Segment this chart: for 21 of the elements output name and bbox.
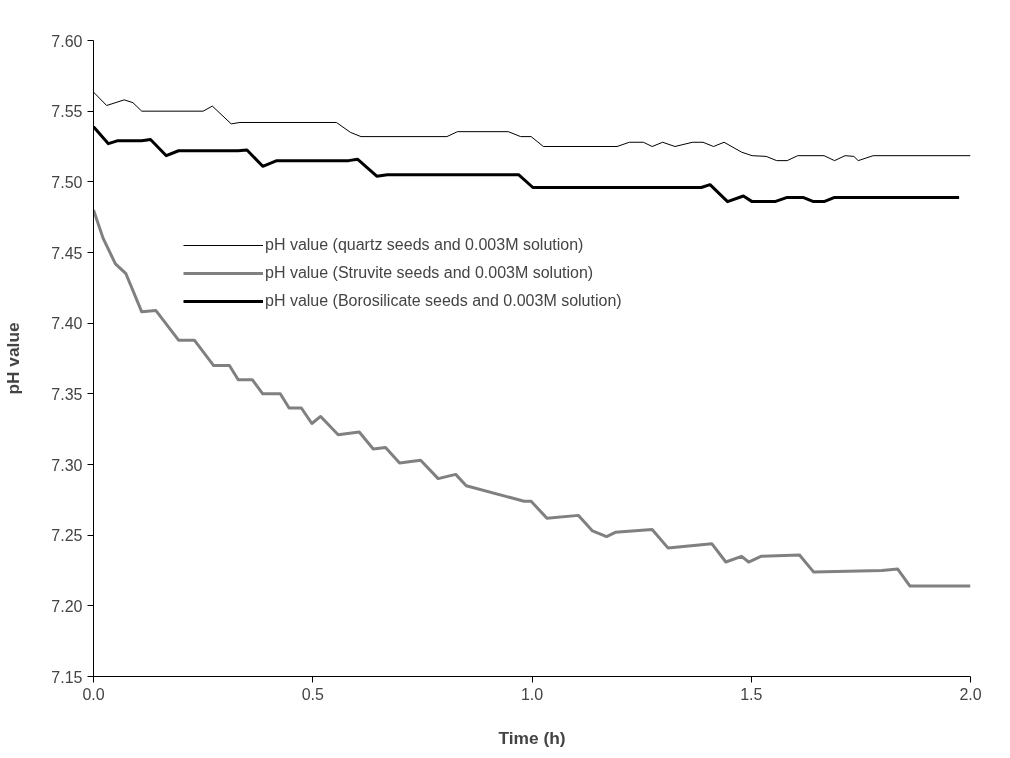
x-tick-label: 0.5 xyxy=(301,685,324,703)
y-tick-label: 7.50 xyxy=(51,173,83,191)
legend-label: pH value (quartz seeds and 0.003M solution) xyxy=(265,236,584,254)
y-tick-label: 7.45 xyxy=(51,244,83,262)
y-tick-label: 7.30 xyxy=(51,456,83,474)
y-tick-label: 7.40 xyxy=(51,315,83,333)
x-axis-title: Time (h) xyxy=(498,727,566,748)
y-axis-title: pH value xyxy=(3,322,24,395)
x-tick-label: 1.5 xyxy=(740,685,763,703)
x-tick-label: 2.0 xyxy=(959,685,982,703)
y-tick-label: 7.15 xyxy=(51,668,83,686)
legend-label: pH value (Struvite seeds and 0.003M solution) xyxy=(265,264,594,282)
y-tick-label: 7.20 xyxy=(51,597,83,615)
y-tick-label: 7.25 xyxy=(51,527,83,545)
y-tick-label: 7.60 xyxy=(51,32,83,50)
y-tick-label: 7.35 xyxy=(51,385,83,403)
line-series xyxy=(93,208,971,588)
y-tick-label: 7.55 xyxy=(51,103,83,121)
x-tick-label: 0.0 xyxy=(82,685,105,703)
x-tick-label: 1.0 xyxy=(520,685,544,703)
legend-label: pH value (Borosilicate seeds and 0.003M solution) xyxy=(265,292,622,310)
